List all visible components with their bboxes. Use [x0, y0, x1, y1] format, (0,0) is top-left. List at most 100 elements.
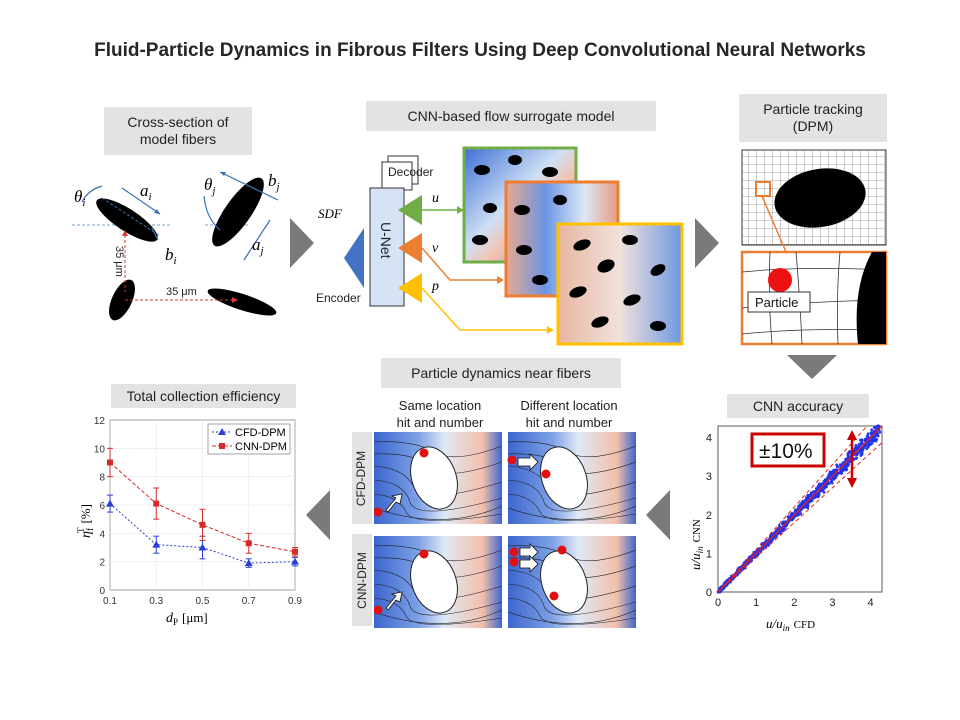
cross-section-label-line2: model fibers: [139, 131, 217, 147]
b-i-symbol: bi: [165, 245, 177, 267]
acc-ytick-label: 2: [706, 510, 712, 522]
acc-point: [803, 505, 807, 509]
acc-point: [866, 432, 870, 436]
col2-heading-line2: hit and number: [525, 415, 613, 430]
acc-point: [827, 473, 831, 477]
acc-point: [848, 450, 852, 453]
dynamics-cell-cnn-same: [374, 536, 503, 628]
acc-identity-line: [717, 425, 883, 593]
dynamics-cell-cfd-same: [374, 432, 503, 524]
acc-ytick-label: 3: [706, 471, 712, 483]
dynamics-cell-cfd-different: [507, 432, 636, 524]
acc-point: [818, 489, 822, 493]
zoom-box: [755, 181, 771, 197]
eff-ytick-label: 12: [94, 416, 106, 427]
acc-point: [841, 461, 845, 465]
a-j-symbol: aj: [252, 235, 264, 257]
acc-point: [817, 495, 820, 499]
dynamics-cell-cnn-different: [507, 536, 636, 628]
particle-marker: [768, 268, 792, 292]
sdf-label: SDF: [318, 206, 343, 221]
acc-point: [860, 440, 864, 444]
acc-point: [869, 431, 873, 435]
acc-point: [859, 449, 863, 452]
eff-legend: CFD-DPM CNN-DPM: [207, 423, 291, 455]
acc-point: [855, 456, 858, 460]
acc-point: [806, 504, 810, 507]
acc-point: [778, 530, 782, 534]
acc-xtick-label: 2: [791, 597, 797, 609]
cnn-accuracy-chart: 0 1 2 3 4 0 1 2 3 4 ±10% u/uin CFD u/uinCNN: [690, 424, 883, 633]
acc-point: [781, 529, 785, 533]
acc-point: [868, 443, 872, 447]
mesh-fiber: [774, 168, 866, 228]
acc-point: [870, 438, 874, 441]
fiber-j: [212, 177, 264, 247]
eff-point-cnn: [199, 521, 206, 528]
v-field-fibers: [514, 195, 567, 285]
flow-arrow-left-1: [646, 490, 670, 540]
band-box: [750, 432, 826, 468]
flow-arrow-left-2: [306, 490, 330, 540]
acc-point: [873, 425, 876, 429]
theta-i-symbol: θi: [74, 187, 85, 209]
cross-section-label: Cross-section of model fibers: [104, 107, 252, 155]
acc-point: [870, 428, 874, 432]
theta-j-symbol: θj: [204, 175, 215, 197]
cross-section-label-line1: Cross-section of: [127, 114, 229, 130]
unet-block: [369, 187, 405, 307]
acc-point: [844, 464, 848, 468]
acc-point: [836, 465, 840, 469]
acc-xtick-label: 4: [867, 597, 873, 609]
acc-point: [806, 506, 810, 510]
acc-point: [834, 468, 838, 472]
acc-point: [750, 559, 753, 562]
eff-ytick-label: 4: [99, 529, 105, 540]
acc-point: [823, 485, 827, 488]
u-output-icon: [398, 195, 422, 225]
particle-tracking-diagram: Particle: [740, 149, 888, 346]
acc-point: [876, 432, 880, 436]
acc-band-upper: [717, 425, 868, 593]
acc-point: [865, 444, 869, 447]
acc-point: [822, 490, 826, 494]
cnn-architecture: Decoder U-Net SDF Encoder u v p: [316, 146, 684, 346]
row1-label: CFD-DPM: [354, 450, 369, 506]
eff-xtick-label: 0.9: [288, 596, 302, 607]
acc-point: [865, 447, 869, 450]
row1-label-box: CFD-DPM: [352, 432, 372, 524]
acc-point: [872, 439, 876, 443]
acc-ytick-label: 0: [706, 587, 712, 599]
eff-point-cfd: [106, 499, 114, 507]
acc-ytick-label: 1: [706, 548, 712, 560]
particle-tracking-label-line1: Particle tracking: [763, 101, 863, 117]
acc-point: [845, 467, 849, 471]
legend-cnn: CNN-DPM: [235, 441, 287, 453]
fiber-i: [96, 198, 158, 242]
band-label: ±10%: [759, 440, 813, 463]
acc-point: [797, 513, 801, 516]
acc-point: [808, 500, 812, 504]
row2-label: CNN-DPM: [354, 551, 369, 609]
acc-point: [816, 485, 820, 488]
encoder-label: Encoder: [316, 291, 361, 305]
acc-point: [777, 526, 780, 530]
acc-xtick-label: 3: [829, 597, 835, 609]
sdf-input-icon: [344, 228, 364, 288]
acc-point: [803, 499, 807, 503]
acc-point: [835, 463, 839, 467]
particle-label: Particle: [755, 295, 798, 310]
acc-ylabel: u/uinCNN: [690, 519, 705, 570]
acc-ytick-label: 4: [706, 433, 712, 445]
v-output-icon: [398, 233, 422, 263]
eff-ylabel: ηfT[%]: [76, 504, 95, 538]
acc-xtick-label: 1: [753, 597, 759, 609]
figure-title: Fluid-Particle Dynamics in Fibrous Filte…: [94, 40, 866, 61]
p-label: p: [431, 279, 439, 294]
eff-ytick-label: 10: [94, 444, 106, 455]
u-label: u: [432, 191, 439, 206]
acc-point: [847, 462, 850, 466]
col2-heading-line1: Different location: [520, 398, 618, 413]
dist-vertical-label: 35 μm: [113, 246, 125, 277]
eff-point-cnn: [107, 459, 113, 466]
